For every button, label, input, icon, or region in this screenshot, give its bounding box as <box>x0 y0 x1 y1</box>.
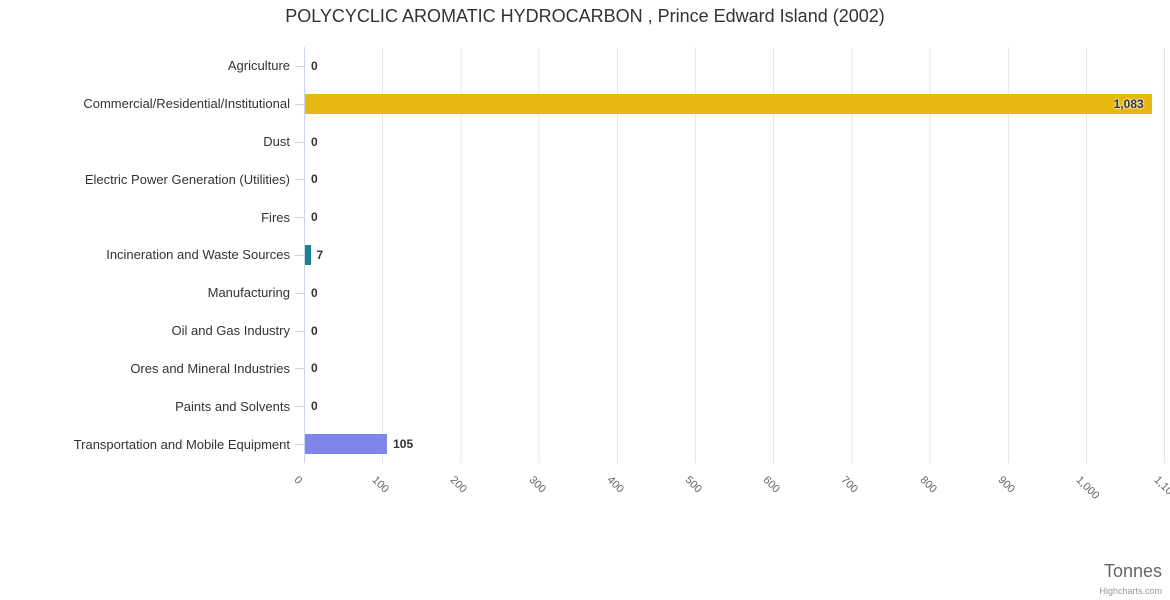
bar-value-label: 0 <box>311 399 318 414</box>
category-row: Commercial/Residential/Institutional 1,0… <box>83 85 1165 123</box>
category-row: Dust 0 <box>263 123 1165 161</box>
category-tick-mark <box>295 179 305 181</box>
category-label: Manufacturing <box>207 285 290 301</box>
bar-value-label: 0 <box>311 361 318 376</box>
x-tick-label: 600 <box>760 474 783 496</box>
x-tick-label: 400 <box>604 474 626 496</box>
chart-title: POLYCYCLIC AROMATIC HYDROCARBON , Prince… <box>285 6 885 26</box>
category-tick-mark <box>295 330 305 332</box>
bar[interactable] <box>305 93 1152 114</box>
category-label: Dust <box>263 134 290 150</box>
x-tick-label: 1,000 <box>1073 474 1102 502</box>
category-tick-mark <box>295 65 305 67</box>
category-row: Oil and Gas Industry 0 <box>172 312 1165 350</box>
x-tick-label: 500 <box>682 474 704 496</box>
category-tick-mark <box>295 141 305 143</box>
category-label: Fires <box>261 209 290 225</box>
x-axis-labels: 0 100 200 300 400 500 600 700 800 900 1,… <box>292 474 1170 544</box>
bar-value-label: 0 <box>311 172 318 187</box>
category-row: Incineration and Waste Sources 7 <box>106 236 1165 274</box>
category-tick-mark <box>295 217 305 219</box>
bar-value-label: 0 <box>311 134 318 149</box>
x-tick-label: 1,100 <box>1151 474 1170 502</box>
x-tick-label: 300 <box>526 474 548 496</box>
category-row: Ores and Mineral Industries 0 <box>130 350 1165 388</box>
x-tick-label: 700 <box>838 474 861 496</box>
x-tick-label: 0 <box>291 474 305 487</box>
bar[interactable] <box>305 244 311 265</box>
category-tick-mark <box>295 406 305 408</box>
category-tick-mark <box>295 103 305 105</box>
category-row: Electric Power Generation (Utilities) 0 <box>85 160 1165 198</box>
x-tick-label: 200 <box>447 474 470 496</box>
category-row: Transportation and Mobile Equipment 105 <box>74 425 1165 463</box>
category-tick-mark <box>295 368 305 370</box>
bar-value-label: 0 <box>311 285 318 300</box>
bar-value-label: 105 <box>393 437 414 452</box>
category-label: Incineration and Waste Sources <box>106 247 290 263</box>
plot-area: Agriculture 0 Commercial/Residential/Ins… <box>74 47 1165 463</box>
bar-value-label: 0 <box>311 323 318 338</box>
category-label: Oil and Gas Industry <box>171 323 291 339</box>
bar[interactable] <box>305 434 388 455</box>
bar-value-label: 7 <box>316 247 324 262</box>
x-tick-label: 900 <box>995 474 1017 496</box>
category-tick-mark <box>295 254 305 256</box>
x-tick-label: 100 <box>369 474 392 496</box>
category-row: Paints and Solvents 0 <box>175 387 1165 425</box>
category-row: Manufacturing 0 <box>208 274 1165 312</box>
category-label: Agriculture <box>227 58 290 74</box>
category-label: Commercial/Residential/Institutional <box>83 96 290 112</box>
category-label: Paints and Solvents <box>175 398 290 414</box>
highcharts-credit[interactable]: Highcharts.com <box>1099 586 1162 596</box>
x-axis-title: Tonnes <box>1103 561 1162 581</box>
bar-value-label: 0 <box>311 58 318 73</box>
category-label: Transportation and Mobile Equipment <box>73 436 290 452</box>
category-label: Ores and Mineral Industries <box>130 360 290 376</box>
category-tick-mark <box>295 292 305 294</box>
x-tick-label: 800 <box>917 474 939 496</box>
category-row: Fires 0 <box>261 198 1165 236</box>
category-row: Agriculture 0 <box>228 47 1165 85</box>
category-tick-mark <box>295 444 305 446</box>
category-label: Electric Power Generation (Utilities) <box>84 171 290 187</box>
bar-value-label: 1,083 <box>1113 96 1144 111</box>
bar-value-label: 0 <box>311 210 318 225</box>
